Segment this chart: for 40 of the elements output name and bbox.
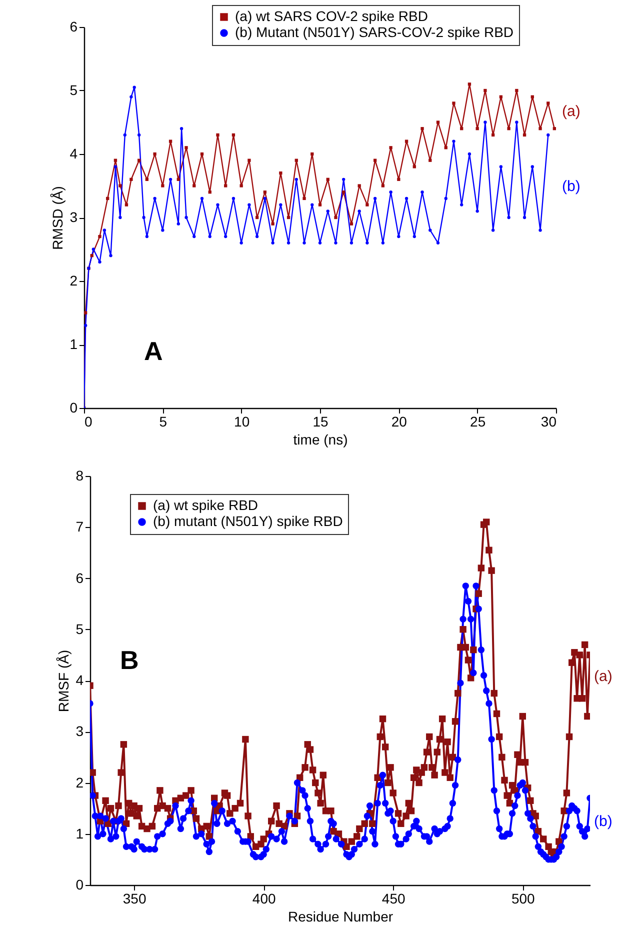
x-tick-label: 500 (511, 890, 536, 906)
annotation: A (144, 336, 163, 366)
x-tick-label: 10 (234, 414, 250, 430)
y-tick-label: 8 (76, 468, 84, 484)
x-tick-label: 5 (159, 414, 168, 430)
x-axis-title: time (ns) (293, 432, 348, 448)
y-tick-label: 6 (76, 570, 84, 586)
text: (a) (594, 668, 612, 685)
y-axis-title: RMSF (Å) (56, 650, 72, 712)
legend-label: (a) wt spike RBD (153, 497, 258, 513)
x-tick-label: 30 (540, 414, 557, 430)
annotation: B (120, 645, 139, 675)
y-tick-label: 5 (70, 82, 78, 98)
y-tick-label: 5 (76, 620, 84, 637)
y-tick-label: 2 (70, 272, 78, 288)
y-tick-label: 0 (76, 876, 84, 892)
y-tick-label: 0 (70, 400, 78, 416)
x-tick-label: 20 (391, 414, 408, 430)
x-tick-label: 450 (382, 890, 406, 906)
x-tick-label: 15 (312, 414, 328, 430)
y-tick-label: 4 (76, 672, 84, 688)
y-tick-label: 2 (76, 774, 84, 790)
text: (a) (562, 103, 580, 120)
legend-label: (b) Mutant (N501Y) SARS-COV-2 spike RBD (235, 24, 514, 40)
y-tick-label: 6 (70, 18, 78, 34)
y-tick-label: 1 (76, 825, 84, 842)
text: (b) (594, 813, 612, 830)
x-tick-label: 400 (252, 890, 276, 906)
x-tick-label: 25 (470, 414, 486, 430)
legend-label: (b) mutant (N501Y) spike RBD (153, 513, 343, 529)
legend-label: (a) wt SARS COV-2 spike RBD (235, 8, 428, 24)
y-tick-label: 3 (70, 209, 78, 225)
y-tick-label: 1 (70, 336, 78, 352)
x-axis-title: Residue Number (288, 908, 394, 924)
y-axis-title: RMSD (Å) (50, 186, 66, 250)
y-tick-label: 7 (76, 518, 84, 535)
y-tick-label: 3 (76, 723, 84, 740)
y-tick-label: 4 (70, 146, 78, 162)
text: (b) (562, 178, 580, 195)
x-tick-label: 350 (122, 890, 146, 906)
